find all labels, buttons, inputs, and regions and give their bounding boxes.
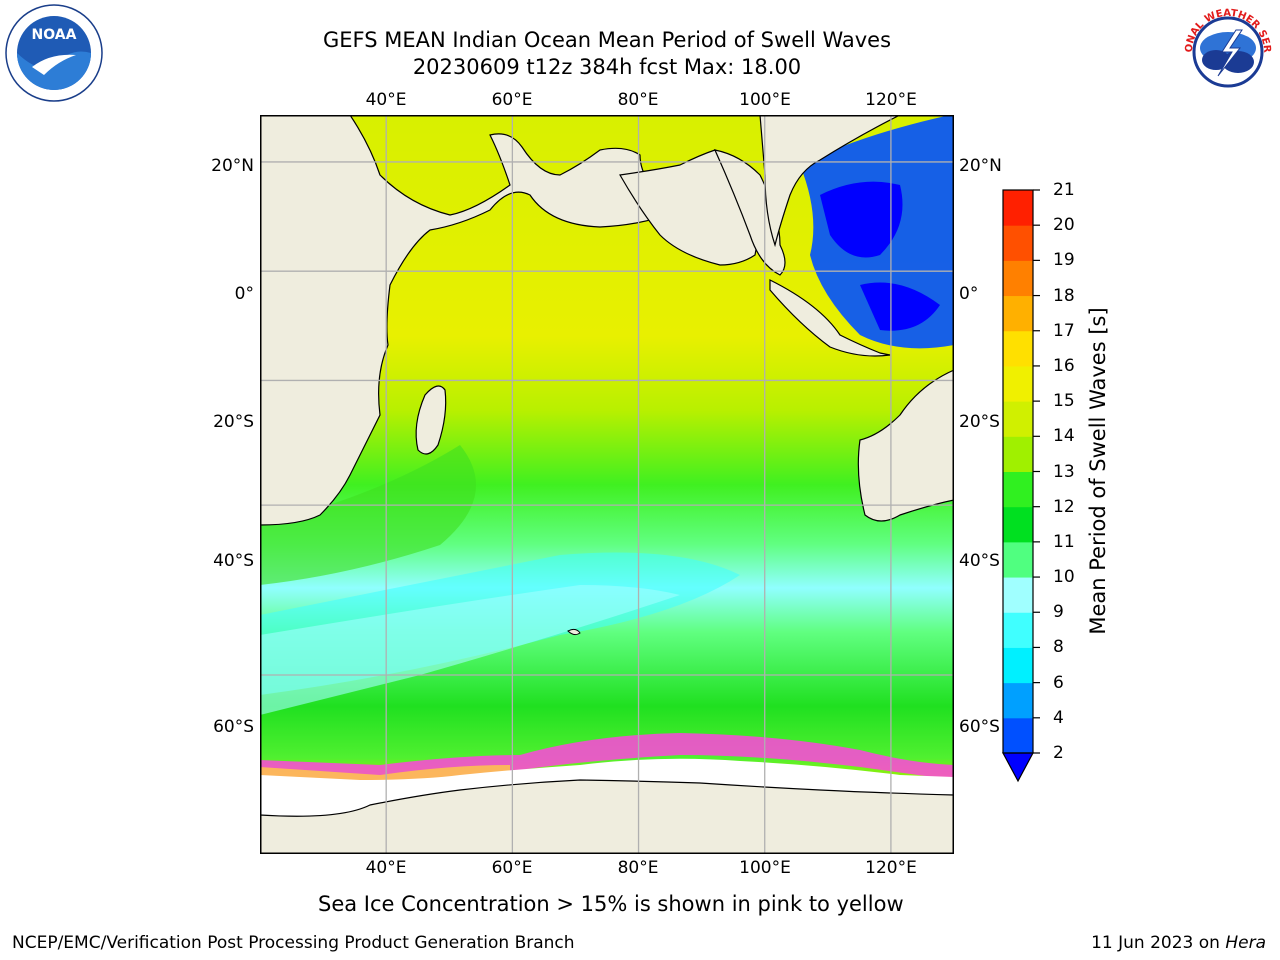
colorbar-tick-label: 14 [1053, 426, 1075, 447]
colorbar-tick-label: 6 [1053, 672, 1064, 693]
colorbar-swatch [1003, 647, 1033, 684]
colorbar-tick-label: 20 [1053, 215, 1075, 236]
colorbar-tick-label: 2 [1053, 743, 1064, 763]
footer-date: 11 Jun 2023 on Hera [1091, 933, 1266, 953]
colorbar-swatch [1003, 682, 1033, 719]
lon-label-bottom: 80°E [617, 858, 659, 878]
colorbar-tick-label: 11 [1053, 531, 1075, 552]
colorbar-swatch [1003, 365, 1033, 402]
kerguelen-land [567, 628, 581, 636]
lat-label-left: 20°S [213, 412, 254, 432]
colorbar-swatch [1003, 295, 1033, 332]
colorbar-border [1002, 189, 1034, 754]
lon-label-top: 80°E [617, 90, 659, 110]
lat-label-left: 20°N [211, 156, 254, 176]
map-border [260, 115, 954, 854]
lon-label-top: 60°E [491, 90, 533, 110]
colorbar-tick-label: 21 [1053, 180, 1075, 200]
colorbar-tick-label: 9 [1053, 602, 1064, 623]
colorbar-tick-label: 8 [1053, 637, 1064, 658]
colorbar-swatch [1003, 612, 1033, 648]
australia-land [857, 369, 954, 522]
nws-logo: NATIONAL WEATHER SERVICE [1178, 2, 1276, 100]
colorbar-swatch [1003, 436, 1033, 472]
colorbar-swatch [1003, 506, 1033, 543]
colorbar-title: Mean Period of Swell Waves [s] [1086, 307, 1110, 635]
africa-land [260, 115, 682, 526]
lon-label-bottom: 40°E [365, 858, 407, 878]
lat-label-left: 40°S [213, 551, 254, 571]
colorbar-extend-arrow [1001, 752, 1035, 783]
footer-date-text: 11 Jun 2023 on [1091, 933, 1226, 953]
antarctica-land [260, 779, 954, 854]
colorbar-tick-label: 4 [1053, 707, 1064, 728]
colorbar-tick-label: 19 [1053, 250, 1075, 271]
map-subtitle: 20230609 t12z 384h fcst Max: 18.00 [412, 55, 802, 79]
lon-label-bottom: 120°E [865, 858, 917, 878]
noaa-text: NOAA [32, 27, 77, 43]
colorbar-tick-label: 12 [1053, 496, 1075, 517]
colorbar-tick-label: 17 [1053, 320, 1075, 341]
noaa-logo: NOAA [5, 4, 103, 102]
lon-label-bottom: 60°E [491, 858, 533, 878]
colorbar-swatch [1003, 577, 1033, 613]
colorbar-swatch [1003, 330, 1033, 367]
colorbar-swatch [1003, 541, 1033, 578]
graticule [260, 115, 954, 854]
lat-label-right: 20°N [959, 156, 1002, 176]
colorbar-swatch [1003, 190, 1033, 226]
colorbar-tick-label: 16 [1053, 355, 1075, 376]
colorbar-tick-label: 10 [1053, 567, 1075, 588]
lon-label-top: 120°E [865, 90, 917, 110]
lat-label-left: 0° [234, 284, 254, 304]
lat-label-left: 60°S [213, 717, 254, 737]
colorbar-tick-label: 15 [1053, 391, 1075, 412]
lat-label-right: 60°S [959, 717, 1000, 737]
colorbar-swatch [1003, 717, 1033, 754]
lat-label-right: 20°S [959, 412, 1000, 432]
map-plot [260, 115, 954, 854]
lon-label-bottom: 100°E [739, 858, 791, 878]
map-title: GEFS MEAN Indian Ocean Mean Period of Sw… [322, 28, 892, 52]
colorbar-swatch [1003, 260, 1033, 297]
colorbar-tick-label: 13 [1053, 461, 1075, 482]
colorbar-tick-label: 18 [1053, 285, 1075, 306]
lat-label-right: 0° [959, 284, 979, 304]
colorbar-swatch [1003, 471, 1033, 508]
colorbar [1001, 189, 1040, 783]
footer-host: Hera [1225, 933, 1266, 953]
colorbar-swatch [1003, 225, 1033, 261]
lon-label-top: 40°E [365, 90, 407, 110]
madagascar-land [415, 385, 447, 455]
footer-credit: NCEP/EMC/Verification Post Processing Pr… [12, 933, 575, 953]
colorbar-swatch [1003, 401, 1033, 437]
sea-ice-note: Sea Ice Concentration > 15% is shown in … [318, 892, 904, 916]
lat-label-right: 40°S [959, 551, 1000, 571]
lon-label-top: 100°E [739, 90, 791, 110]
